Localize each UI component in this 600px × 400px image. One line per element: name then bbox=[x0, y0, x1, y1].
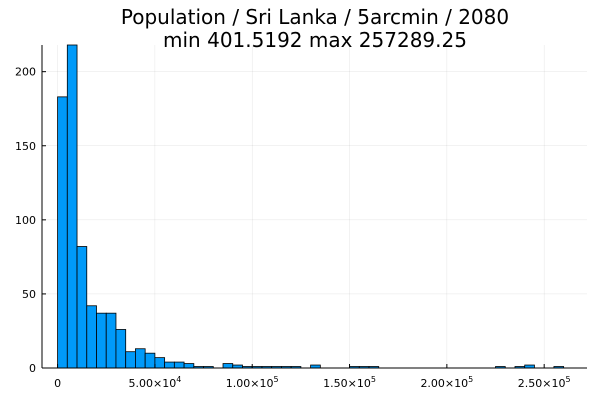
histogram-bar bbox=[57, 96, 68, 369]
x-tick-label: 2.50×105 bbox=[518, 375, 571, 390]
histogram-bar bbox=[66, 44, 78, 369]
grid-lines bbox=[42, 45, 587, 369]
x-tick-label-1: 5.00×104 bbox=[128, 375, 181, 390]
x-tick-label: 1.00×105 bbox=[226, 375, 279, 390]
histogram-bar bbox=[105, 312, 117, 369]
x-tick-exponent: 5 bbox=[371, 375, 376, 384]
y-tick-label: 100 bbox=[15, 214, 36, 227]
histogram-bars bbox=[57, 44, 565, 369]
chart-title: Population / Sri Lanka / 5arcmin / 2080 bbox=[121, 5, 509, 29]
x-tick-label: 0 bbox=[54, 377, 61, 390]
x-tick-label: 1.50×105 bbox=[323, 375, 376, 390]
x-tick-label: 5.00×104 bbox=[128, 375, 181, 390]
chart-subtitle: min 401.5192 max 257289.25 bbox=[163, 28, 467, 52]
histogram-bar bbox=[144, 352, 156, 369]
histogram-bar bbox=[125, 351, 136, 369]
x-tick-label-2: 1.00×105 bbox=[226, 375, 279, 390]
y-tick-label: 50 bbox=[22, 288, 36, 301]
y-tick-label: 0 bbox=[29, 362, 36, 375]
histogram-bar bbox=[96, 312, 107, 369]
x-tick-label-3: 1.50×105 bbox=[323, 375, 376, 390]
x-tick-exponent: 4 bbox=[176, 375, 181, 384]
axes bbox=[41, 45, 587, 369]
x-tick-exponent: 5 bbox=[274, 375, 279, 384]
histogram-bar bbox=[164, 361, 175, 369]
histogram-bar bbox=[222, 363, 234, 369]
x-tick-label-5: 2.50×105 bbox=[518, 375, 571, 390]
y-tick-label: 200 bbox=[15, 66, 36, 79]
histogram-bar bbox=[135, 348, 146, 369]
histogram-bar bbox=[76, 246, 88, 369]
histogram-bar bbox=[183, 363, 195, 369]
x-tick-label-4: 2.00×105 bbox=[420, 375, 473, 390]
histogram-bar bbox=[154, 357, 166, 369]
y-tick-label: 150 bbox=[15, 140, 36, 153]
x-tick-label-0: 0 bbox=[54, 377, 61, 390]
x-tick-exponent: 5 bbox=[565, 375, 570, 384]
histogram-bar bbox=[115, 329, 127, 369]
histogram-bar bbox=[86, 305, 97, 369]
x-tick-label: 2.00×105 bbox=[420, 375, 473, 390]
histogram-bar bbox=[173, 361, 185, 369]
tick-labels: 0 5.00×104 1.00×105 1.50×105 2.00×105 2.50×10… bbox=[15, 66, 571, 390]
x-tick-exponent: 5 bbox=[468, 375, 473, 384]
